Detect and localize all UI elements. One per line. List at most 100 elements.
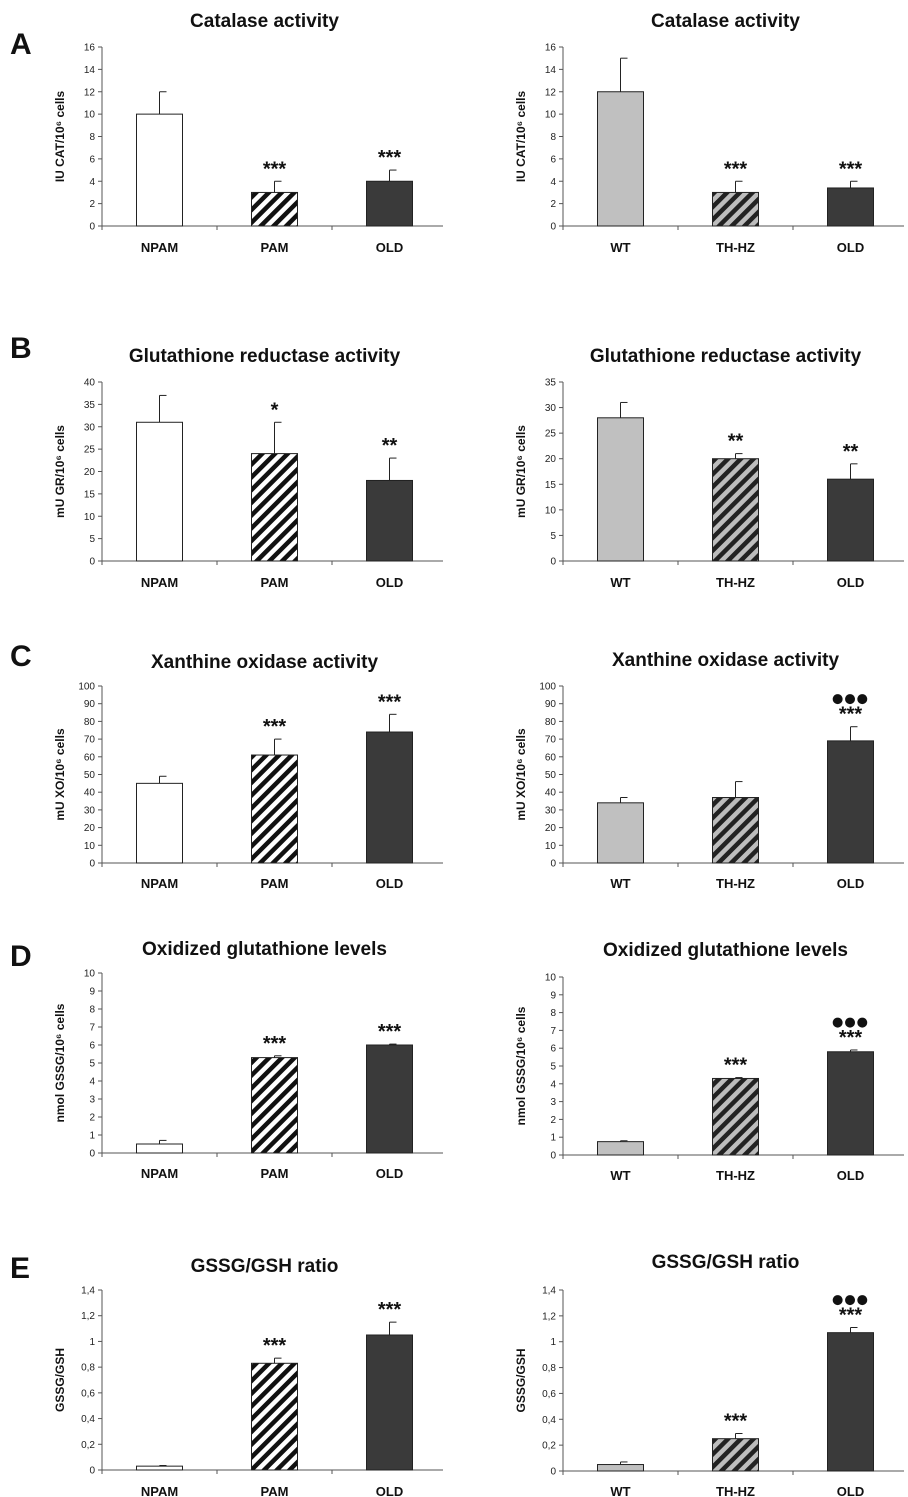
chart-3-ytick-label: 0 — [89, 557, 95, 568]
chart-4-ytick-label: 30 — [545, 403, 557, 414]
chart-4-title: Glutathione reductase activity — [590, 346, 862, 367]
panel-letter-a: A — [10, 28, 32, 61]
chart-5-ytick-label: 90 — [84, 699, 96, 710]
chart-3-ytick-label: 35 — [84, 400, 96, 411]
chart-3-category-label: NPAM — [141, 575, 178, 590]
chart-10-ytick-label: 0,2 — [542, 1441, 556, 1452]
chart-2-sig-label: *** — [724, 158, 748, 180]
chart-5-ytick-label: 30 — [84, 805, 96, 816]
chart-8-title: Oxidized glutathione levels — [603, 940, 848, 961]
chart-9-ytick-label: 1 — [89, 1337, 95, 1348]
chart-1-category-label: PAM — [261, 240, 289, 255]
chart-3-ytick-label: 20 — [84, 467, 96, 478]
chart-10-dots-label: ●●● — [832, 1292, 869, 1307]
chart-5-ytick-label: 80 — [84, 717, 96, 728]
chart-7-bar-pam — [251, 1057, 298, 1154]
chart-4-bar-wt — [597, 417, 644, 562]
chart-9-bar-pam — [251, 1362, 298, 1471]
chart-2-bar-wt — [597, 91, 644, 227]
chart-1-bar-pam — [251, 191, 298, 227]
chart-2-ytick-label: 12 — [545, 87, 557, 98]
chart-9-sig-label: *** — [378, 1299, 402, 1321]
chart-2-category-label: TH-HZ — [716, 240, 755, 255]
chart-8-ytick-label: 4 — [550, 1079, 556, 1090]
chart-8-bar-th-hz — [712, 1077, 759, 1156]
chart-7-sig-label: *** — [378, 1021, 402, 1043]
chart-1-ytick-label: 4 — [89, 177, 95, 188]
chart-3-bar-old — [366, 479, 413, 562]
chart-5-title: Xanthine oxidase activity — [151, 652, 378, 673]
chart-7-ytick-label: 0 — [89, 1149, 95, 1160]
chart-2-ytick-label: 14 — [545, 65, 557, 76]
chart-1-sig-label: *** — [263, 158, 287, 180]
chart-8-ytick-label: 5 — [550, 1062, 556, 1073]
chart-2-bar-th-hz — [712, 191, 759, 227]
chart-4-ytick-label: 25 — [545, 429, 557, 440]
chart-9-ytick-label: 0,2 — [81, 1440, 95, 1451]
chart-7-ytick-label: 3 — [89, 1095, 95, 1106]
chart-5-bar-npam — [136, 782, 183, 864]
chart-1-ytick-label: 6 — [89, 154, 95, 165]
panel-letter-e: E — [10, 1252, 31, 1285]
chart-2-ytick-label: 6 — [550, 154, 556, 165]
chart-6-ytick-label: 40 — [545, 788, 557, 799]
chart-6-bar-th-hz — [712, 797, 759, 864]
chart-5-ytick-label: 40 — [84, 788, 96, 799]
chart-10-bar-old — [827, 1332, 874, 1472]
chart-6-ytick-label: 100 — [539, 682, 556, 693]
chart-3-ytick-label: 25 — [84, 445, 96, 456]
chart-3-bar-npam — [136, 421, 183, 562]
chart-8-category-label: TH-HZ — [716, 1168, 755, 1183]
chart-4-ytick-label: 0 — [550, 557, 556, 568]
chart-4-sig-label: ** — [843, 441, 859, 463]
chart-7-ytick-label: 9 — [89, 987, 95, 998]
chart-3-bar-pam — [251, 453, 298, 562]
chart-2-title: Catalase activity — [651, 11, 800, 32]
chart-5-ytick-label: 100 — [78, 682, 95, 693]
chart-3-ytick-label: 30 — [84, 422, 96, 433]
chart-5-ytick-label: 0 — [89, 859, 95, 870]
chart-4-bar-old — [827, 478, 874, 562]
chart-10-ytick-label: 1 — [550, 1337, 556, 1348]
chart-6-ytick-label: 30 — [545, 805, 557, 816]
chart-3-ytick-label: 40 — [84, 378, 96, 389]
chart-8-ylabel: nmol GSSG/10⁶ cells — [514, 1006, 528, 1125]
chart-6-ylabel: mU XO/10⁶ cells — [514, 728, 528, 821]
chart-7-ytick-label: 5 — [89, 1059, 95, 1070]
chart-9-ytick-label: 1,4 — [81, 1286, 95, 1297]
chart-2-category-label: OLD — [837, 240, 864, 255]
chart-5-ytick-label: 50 — [84, 770, 96, 781]
chart-7-ytick-label: 6 — [89, 1041, 95, 1052]
chart-5-category-label: OLD — [376, 876, 403, 891]
chart-5-bar-pam — [251, 754, 298, 864]
chart-10-category-label: WT — [610, 1484, 630, 1497]
chart-9-ytick-label: 0,8 — [81, 1363, 95, 1374]
chart-5-ytick-label: 20 — [84, 823, 96, 834]
chart-8-ytick-label: 9 — [550, 990, 556, 1001]
chart-10-ytick-label: 1,4 — [542, 1286, 556, 1297]
chart-8-bar-wt — [597, 1141, 644, 1156]
chart-3-category-label: PAM — [261, 575, 289, 590]
chart-8-sig-label: *** — [724, 1055, 748, 1077]
chart-8-category-label: WT — [610, 1168, 630, 1183]
chart-6-ytick-label: 50 — [545, 770, 557, 781]
chart-5-sig-label: *** — [378, 691, 402, 713]
chart-1-ytick-label: 0 — [89, 222, 95, 233]
chart-10-ytick-label: 0,4 — [542, 1415, 556, 1426]
chart-3-ytick-label: 15 — [84, 489, 96, 500]
chart-2-ytick-label: 8 — [550, 132, 556, 143]
chart-4-ylabel: mU GR/10⁶ cells — [514, 425, 528, 518]
chart-10-sig-label: *** — [839, 1304, 863, 1326]
chart-7-ytick-label: 2 — [89, 1113, 95, 1124]
chart-1-category-label: OLD — [376, 240, 403, 255]
chart-8-ytick-label: 2 — [550, 1115, 556, 1126]
chart-6-bar-old — [827, 740, 874, 864]
chart-5-ytick-label: 70 — [84, 735, 96, 746]
chart-1-category-label: NPAM — [141, 240, 178, 255]
chart-2-ytick-label: 0 — [550, 222, 556, 233]
chart-7-ytick-label: 7 — [89, 1023, 95, 1034]
chart-8-sig-label: *** — [839, 1027, 863, 1049]
chart-2-ytick-label: 4 — [550, 177, 556, 188]
chart-6-category-label: WT — [610, 876, 630, 891]
chart-9-category-label: NPAM — [141, 1484, 178, 1497]
